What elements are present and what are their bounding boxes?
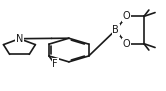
Text: B: B	[112, 25, 119, 35]
Text: O: O	[123, 39, 130, 49]
Text: O: O	[123, 11, 130, 21]
Text: F: F	[52, 59, 58, 69]
Text: N: N	[16, 34, 23, 44]
